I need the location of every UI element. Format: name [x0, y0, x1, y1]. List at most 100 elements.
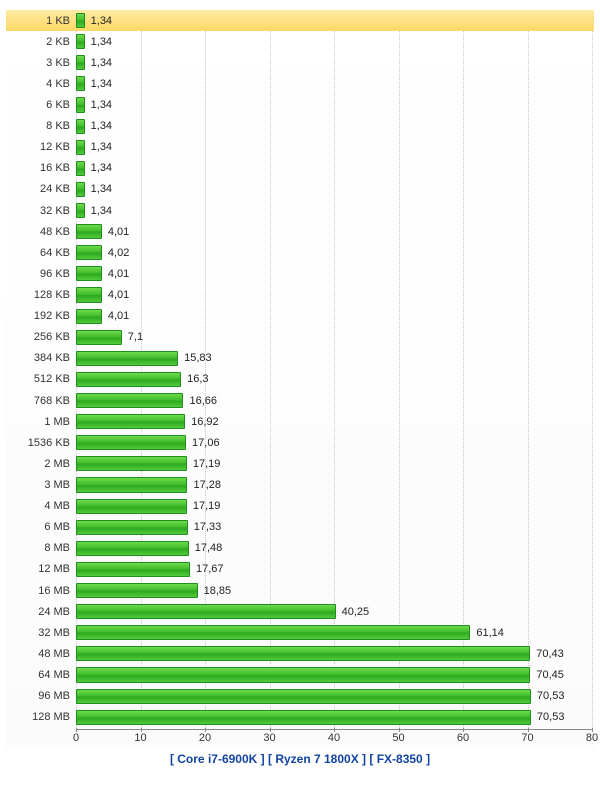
chart-row[interactable]: 96 MB70,53: [6, 686, 594, 707]
chart-row[interactable]: 128 KB4,01: [6, 284, 594, 305]
bar-value-label: 17,19: [193, 453, 221, 474]
bar-value-label: 17,06: [192, 432, 220, 453]
chart-row[interactable]: 4 KB1,34: [6, 73, 594, 94]
chart-row[interactable]: 768 KB16,66: [6, 390, 594, 411]
bar: [76, 266, 102, 281]
bar-value-label: 1,34: [91, 158, 112, 179]
bar: [76, 224, 102, 239]
row-label: 2 KB: [6, 31, 76, 52]
row-label: 512 KB: [6, 369, 76, 390]
chart-row[interactable]: 16 KB1,34: [6, 158, 594, 179]
chart-plot-area: 1 KB1,342 KB1,343 KB1,344 KB1,346 KB1,34…: [6, 8, 594, 748]
bar: [76, 203, 85, 218]
chart-row[interactable]: 48 MB70,43: [6, 643, 594, 664]
chart-row[interactable]: 1 KB 1,34: [6, 10, 594, 31]
chart-row[interactable]: 1536 KB17,06: [6, 432, 594, 453]
bar: [76, 13, 85, 28]
chart-row[interactable]: 192 KB4,01: [6, 306, 594, 327]
chart-row[interactable]: 24 MB 40,25: [6, 601, 594, 622]
bar-value-label: 15,83: [184, 348, 212, 369]
chart-row[interactable]: 4 MB17,19: [6, 496, 594, 517]
bar-value-label: 40,25: [342, 601, 370, 622]
bar-value-label: 16,66: [189, 390, 217, 411]
bar: [76, 625, 470, 640]
x-axis-ticks: 01020304050607080: [76, 730, 592, 748]
row-label: 16 MB: [6, 580, 76, 601]
chart-row[interactable]: 3 MB 17,28: [6, 474, 594, 495]
chart-row[interactable]: 128 MB70,53: [6, 707, 594, 728]
bar-value-label: 70,43: [536, 643, 564, 664]
bar: [76, 689, 531, 704]
bar: [76, 520, 188, 535]
chart-row[interactable]: 12 MB17,67: [6, 559, 594, 580]
bar: [76, 456, 187, 471]
bar-value-label: 16,92: [191, 411, 219, 432]
row-label: 1 MB: [6, 411, 76, 432]
chart-row[interactable]: 96 KB 4,01: [6, 263, 594, 284]
row-label: 3 MB: [6, 474, 76, 495]
bar-value-label: 70,45: [536, 664, 564, 685]
row-label: 192 KB: [6, 306, 76, 327]
chart-row[interactable]: 32 KB1,34: [6, 200, 594, 221]
bar-value-label: 4,01: [108, 221, 129, 242]
chart-row[interactable]: 8 KB1,34: [6, 116, 594, 137]
bar-value-label: 1,34: [91, 137, 112, 158]
bar-value-label: 1,34: [91, 52, 112, 73]
bar: [76, 414, 185, 429]
chart-row[interactable]: 2 MB 17,19: [6, 453, 594, 474]
chart-row[interactable]: 32 MB 61,14: [6, 622, 594, 643]
bar-value-label: 61,14: [476, 622, 504, 643]
bar: [76, 119, 85, 134]
chart-row[interactable]: 6 MB 17,33: [6, 517, 594, 538]
bar-value-label: 1,34: [91, 10, 112, 31]
chart-row[interactable]: 3 KB1,34: [6, 52, 594, 73]
bar: [76, 562, 190, 577]
bar: [76, 541, 189, 556]
row-label: 4 MB: [6, 496, 76, 517]
chart-row[interactable]: 384 KB 15,83: [6, 348, 594, 369]
bar-value-label: 4,01: [108, 263, 129, 284]
row-label: 6 MB: [6, 517, 76, 538]
x-tick-label: 40: [328, 732, 340, 744]
row-label: 96 KB: [6, 263, 76, 284]
chart-row[interactable]: 24 KB1,34: [6, 179, 594, 200]
x-tick-label: 10: [134, 732, 146, 744]
chart-row[interactable]: 8 MB17,48: [6, 538, 594, 559]
bar-value-label: 17,33: [194, 517, 222, 538]
row-label: 128 KB: [6, 284, 76, 305]
chart-row[interactable]: 1 MB 16,92: [6, 411, 594, 432]
x-tick-label: 60: [457, 732, 469, 744]
chart-row[interactable]: 48 KB 4,01: [6, 221, 594, 242]
bar: [76, 667, 530, 682]
footer-link[interactable]: [ FX-8350 ]: [369, 752, 430, 766]
chart-row[interactable]: 12 KB1,34: [6, 137, 594, 158]
row-label: 1 KB: [6, 10, 76, 31]
row-label: 24 KB: [6, 179, 76, 200]
row-label: 48 KB: [6, 221, 76, 242]
bar-value-label: 16,3: [187, 369, 208, 390]
chart-row[interactable]: 64 KB4,02: [6, 242, 594, 263]
row-label: 384 KB: [6, 348, 76, 369]
chart-row[interactable]: 256 KB7,1: [6, 327, 594, 348]
bar: [76, 372, 181, 387]
row-label: 24 MB: [6, 601, 76, 622]
chart-row[interactable]: 64 MB70,45: [6, 664, 594, 685]
chart-row[interactable]: 2 KB1,34: [6, 31, 594, 52]
chart-row[interactable]: 6 KB1,34: [6, 94, 594, 115]
footer-link[interactable]: [ Core i7-6900K ]: [170, 752, 265, 766]
bar-value-label: 1,34: [91, 94, 112, 115]
row-label: 64 KB: [6, 242, 76, 263]
chart-row[interactable]: 512 KB 16,3: [6, 369, 594, 390]
bar: [76, 245, 102, 260]
bar: [76, 710, 531, 725]
bar-value-label: 18,85: [204, 580, 232, 601]
bar-value-label: 1,34: [91, 116, 112, 137]
bar: [76, 182, 85, 197]
bar-value-label: 17,67: [196, 559, 224, 580]
chart-row[interactable]: 16 MB 18,85: [6, 580, 594, 601]
row-label: 2 MB: [6, 453, 76, 474]
footer-link[interactable]: [ Ryzen 7 1800X ]: [268, 752, 366, 766]
bar-value-label: 7,1: [128, 327, 143, 348]
row-label: 32 MB: [6, 622, 76, 643]
bar-value-label: 17,28: [193, 474, 221, 495]
